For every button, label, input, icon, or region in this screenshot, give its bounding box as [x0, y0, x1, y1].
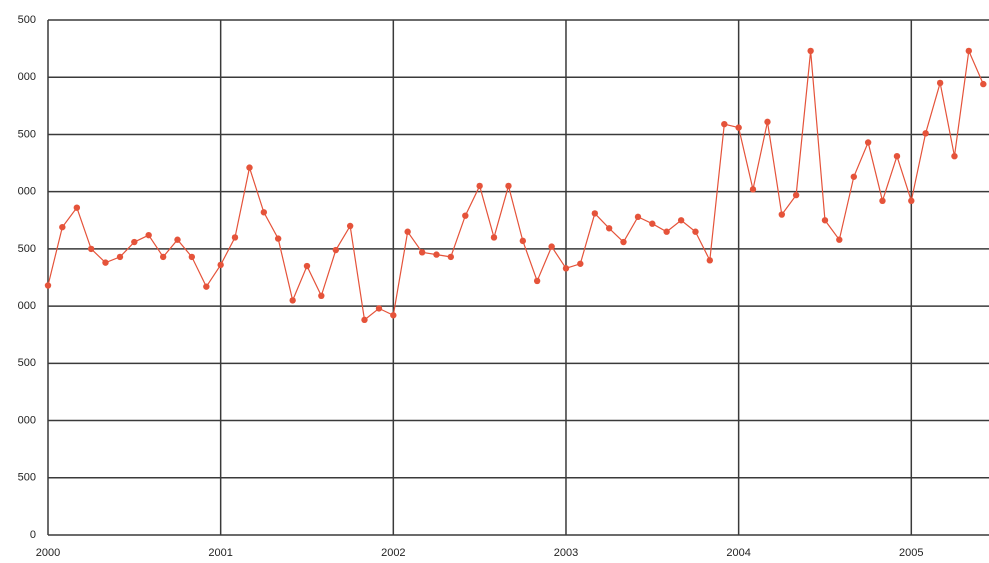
data-point [447, 253, 455, 261]
data-point [577, 260, 584, 267]
data-point [677, 217, 685, 224]
x-tick-label: 2001 [208, 547, 232, 559]
data-point [850, 173, 858, 180]
data-point [203, 283, 210, 290]
x-tick-label: 2002 [381, 547, 405, 559]
data-point [692, 228, 699, 235]
data-point [116, 253, 124, 261]
data-point [620, 238, 627, 246]
data-point [548, 243, 555, 250]
y-tick-label: 500 [18, 472, 36, 484]
data-point [73, 204, 81, 211]
data-point [433, 251, 440, 258]
y-tick-label: 000 [18, 186, 36, 198]
data-point [418, 249, 426, 256]
data-point [922, 130, 929, 137]
data-point [246, 164, 253, 171]
data-point [965, 47, 972, 55]
x-tick-label: 2000 [36, 547, 60, 559]
data-point [735, 124, 742, 131]
data-point [87, 245, 95, 253]
data-point [533, 277, 541, 285]
data-point [260, 209, 268, 216]
data-point [764, 118, 771, 126]
data-point [519, 237, 527, 245]
data-point [706, 257, 714, 264]
data-point [591, 210, 599, 217]
data-point [476, 182, 483, 190]
data-point [188, 253, 196, 261]
x-tick-label: 2004 [726, 547, 750, 559]
data-point [131, 238, 138, 246]
data-point [634, 213, 642, 221]
data-point [836, 236, 843, 243]
y-tick-label: 000 [18, 414, 36, 426]
data-point [893, 152, 901, 160]
data-point [404, 228, 411, 235]
data-point [749, 186, 757, 193]
data-point [936, 79, 944, 87]
data-point [821, 217, 829, 224]
y-tick-label: 500 [18, 14, 36, 26]
data-point [490, 234, 498, 241]
data-point [951, 152, 958, 160]
data-point [562, 265, 570, 272]
data-point [390, 312, 397, 319]
y-tick-label: 500 [18, 128, 36, 140]
data-point [908, 197, 915, 205]
data-point [303, 262, 311, 270]
data-point [59, 223, 66, 231]
x-tick-label: 2003 [554, 547, 578, 559]
data-point [44, 282, 52, 289]
data-point [332, 246, 340, 254]
data-line [47, 48, 984, 321]
y-tick-label: 500 [18, 357, 36, 369]
data-point [102, 259, 109, 266]
y-tick-label: 000 [18, 71, 36, 83]
data-point [721, 120, 728, 128]
y-tick-label: 0 [30, 529, 36, 541]
data-point [807, 47, 814, 55]
data-point [174, 236, 181, 243]
data-point [318, 292, 325, 300]
y-tick-label: 500 [18, 243, 36, 255]
data-point [145, 231, 152, 239]
x-tick-label: 2005 [899, 547, 923, 559]
data-point [361, 316, 368, 324]
data-point [505, 182, 512, 190]
data-point [980, 80, 987, 88]
data-point [289, 297, 296, 304]
data-point [778, 211, 786, 218]
data-point [663, 228, 670, 235]
data-point [217, 261, 224, 269]
data-point [879, 197, 886, 205]
data-point [375, 305, 383, 312]
data-point [864, 139, 872, 146]
data-point [159, 253, 167, 261]
data-point [346, 222, 354, 230]
data-point [274, 235, 282, 242]
data-point [649, 220, 656, 227]
data-point [792, 191, 800, 199]
data-point [231, 234, 239, 241]
y-tick-label: 000 [18, 300, 36, 312]
data-point [462, 212, 469, 219]
data-point [605, 225, 613, 232]
